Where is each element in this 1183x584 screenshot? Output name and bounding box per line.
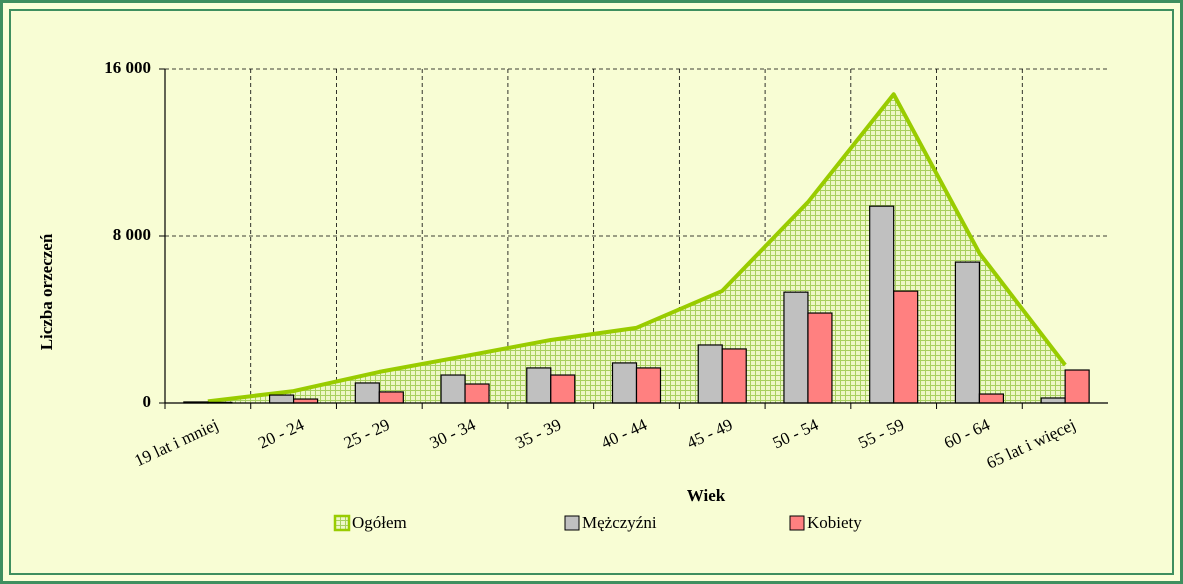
x-axis-label: Wiek [687, 486, 726, 505]
legend-label: Ogółem [352, 513, 407, 532]
y-tick-label: 16 000 [104, 58, 151, 77]
bar [526, 367, 552, 404]
legend-swatch [564, 515, 580, 531]
bar [354, 382, 380, 404]
bar [978, 393, 1005, 404]
bar [268, 394, 295, 404]
y-tick-label: 0 [143, 392, 152, 411]
bar [893, 290, 919, 404]
bar [697, 344, 723, 404]
legend-label: Kobiety [807, 513, 862, 532]
legend-swatch [333, 514, 351, 532]
y-tick-label: 8 000 [113, 225, 151, 244]
bar [378, 391, 404, 404]
bar [783, 291, 809, 404]
bar [1040, 397, 1066, 404]
bar [721, 348, 747, 404]
area [207, 94, 1066, 403]
bar [611, 362, 638, 404]
bar [550, 374, 576, 404]
bar [464, 383, 490, 404]
bar [954, 261, 981, 404]
y-axis-label: Liczba orzeczeń [37, 233, 56, 350]
bar [869, 205, 895, 404]
bar [807, 312, 833, 404]
bar [440, 374, 466, 404]
legend-label: Mężczyźni [582, 513, 657, 532]
bar [1064, 369, 1090, 404]
legend-swatch [789, 515, 805, 531]
bar [635, 367, 662, 404]
area-line [207, 92, 1067, 404]
